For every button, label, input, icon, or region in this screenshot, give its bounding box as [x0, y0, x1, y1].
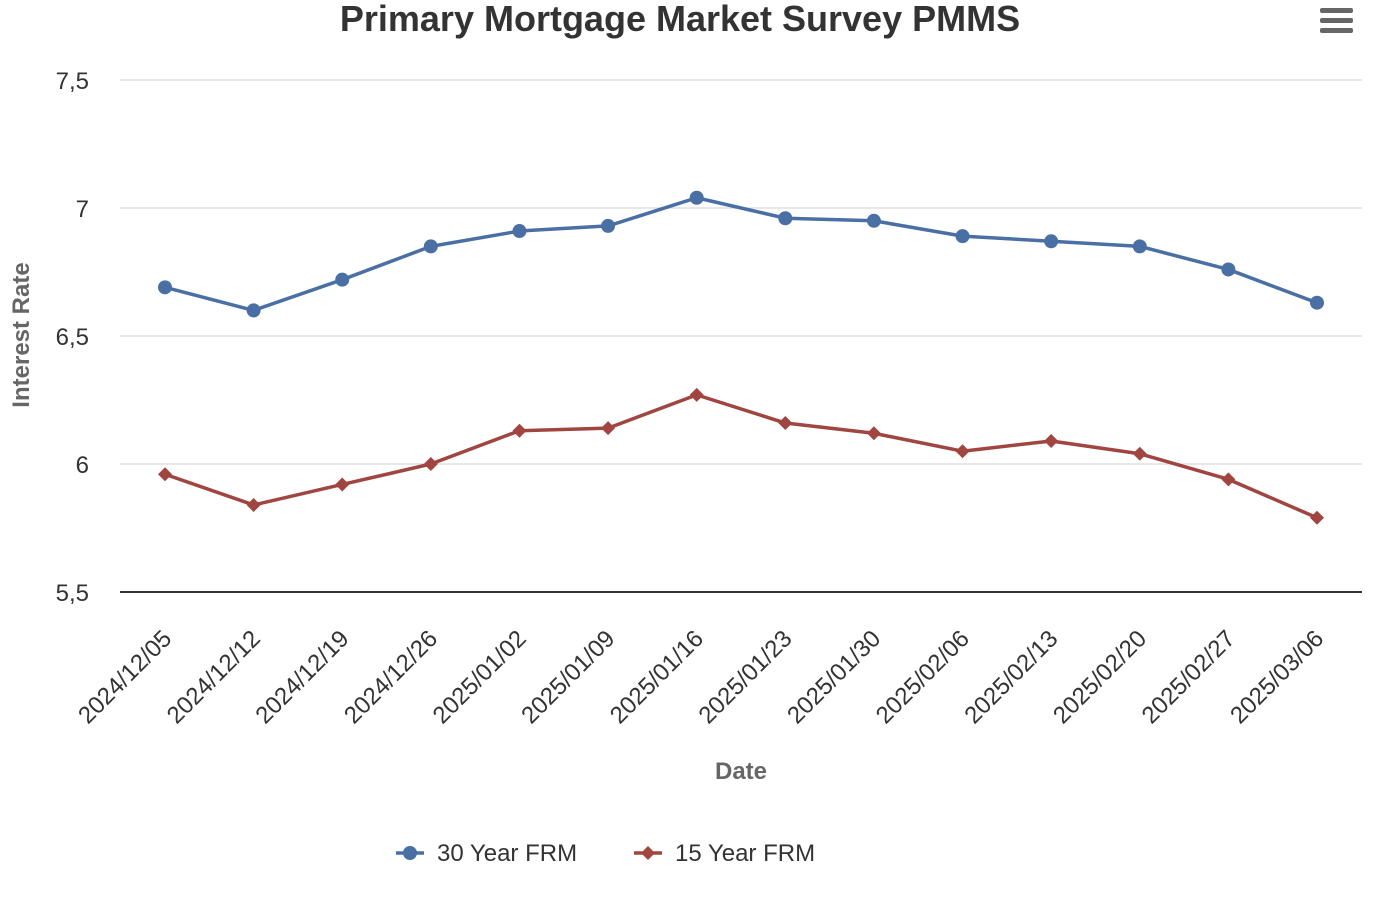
- y-axis-ticks: 5,5 6 6,5 7 7,5: [56, 68, 89, 607]
- x-axis-title: Date: [715, 758, 767, 785]
- data-point[interactable]: [246, 303, 261, 318]
- y-tick-label: 5,5: [56, 580, 89, 607]
- x-tick-label: 2025/02/20: [1048, 625, 1152, 729]
- legend-marker: [641, 846, 655, 860]
- y-tick-label: 6,5: [56, 324, 89, 351]
- chart-title: Primary Mortgage Market Survey PMMS: [340, 0, 1020, 39]
- chart-menu-button[interactable]: [1316, 6, 1356, 38]
- x-tick-label: 2024/12/26: [339, 625, 443, 729]
- x-tick-label: 2025/01/09: [516, 625, 620, 729]
- grid-lines: [120, 79, 1362, 593]
- x-tick-label: 2025/01/23: [694, 625, 798, 729]
- y-tick-label: 7: [76, 196, 89, 223]
- y-tick-label: 7,5: [56, 68, 89, 95]
- data-point[interactable]: [1221, 472, 1236, 487]
- hamburger-menu-icon: [1320, 8, 1353, 33]
- data-point[interactable]: [778, 416, 793, 431]
- data-point[interactable]: [423, 457, 438, 471]
- data-point[interactable]: [955, 444, 970, 459]
- data-point[interactable]: [158, 280, 172, 295]
- legend: 30 Year FRM 15 Year FRM: [396, 840, 815, 867]
- data-point[interactable]: [1310, 295, 1324, 310]
- data-point[interactable]: [689, 190, 704, 205]
- data-point[interactable]: [423, 239, 438, 254]
- data-point[interactable]: [866, 426, 881, 441]
- series-line: [163, 393, 1319, 520]
- data-point[interactable]: [335, 477, 350, 492]
- data-point[interactable]: [601, 421, 616, 436]
- data-point[interactable]: [778, 211, 793, 226]
- data-point[interactable]: [1044, 433, 1059, 448]
- x-tick-label: 2025/01/02: [428, 625, 532, 729]
- series-30-year-frm: [158, 190, 1324, 318]
- series-group: [158, 190, 1324, 525]
- x-tick-label: 2025/02/13: [959, 625, 1063, 729]
- data-point[interactable]: [689, 387, 704, 402]
- data-point[interactable]: [1132, 239, 1147, 254]
- data-point[interactable]: [158, 467, 172, 482]
- data-point[interactable]: [1310, 510, 1324, 525]
- data-point[interactable]: [1132, 446, 1147, 461]
- x-tick-label: 2025/03/06: [1225, 625, 1329, 729]
- x-tick-label: 2025/02/27: [1137, 625, 1241, 729]
- data-point[interactable]: [1221, 262, 1236, 277]
- data-point[interactable]: [512, 423, 527, 438]
- data-point[interactable]: [601, 218, 616, 233]
- data-point[interactable]: [512, 224, 527, 239]
- data-point[interactable]: [246, 497, 261, 512]
- legend-label: 15 Year FRM: [675, 840, 815, 867]
- legend-marker: [403, 846, 417, 860]
- data-point[interactable]: [335, 272, 350, 287]
- x-tick-label: 2025/01/30: [782, 625, 886, 729]
- x-tick-label: 2024/12/05: [73, 625, 177, 729]
- x-tick-label: 2025/01/16: [605, 625, 709, 729]
- x-tick-label: 2024/12/19: [250, 625, 354, 729]
- legend-label: 30 Year FRM: [437, 840, 577, 867]
- data-point[interactable]: [866, 213, 881, 228]
- data-point[interactable]: [1044, 234, 1059, 249]
- x-tick-label: 2024/12/12: [162, 625, 266, 729]
- x-axis-ticks: 2024/12/052024/12/122024/12/192024/12/26…: [73, 625, 1329, 729]
- legend-item-30-year-frm[interactable]: 30 Year FRM: [396, 840, 577, 867]
- series-line: [163, 196, 1319, 313]
- x-tick-label: 2025/02/06: [871, 625, 975, 729]
- legend-item-15-year-frm[interactable]: 15 Year FRM: [634, 840, 815, 867]
- data-point[interactable]: [955, 229, 970, 244]
- y-tick-label: 6: [76, 452, 89, 479]
- y-axis-title: Interest Rate: [8, 262, 35, 407]
- series-15-year-frm: [158, 387, 1324, 525]
